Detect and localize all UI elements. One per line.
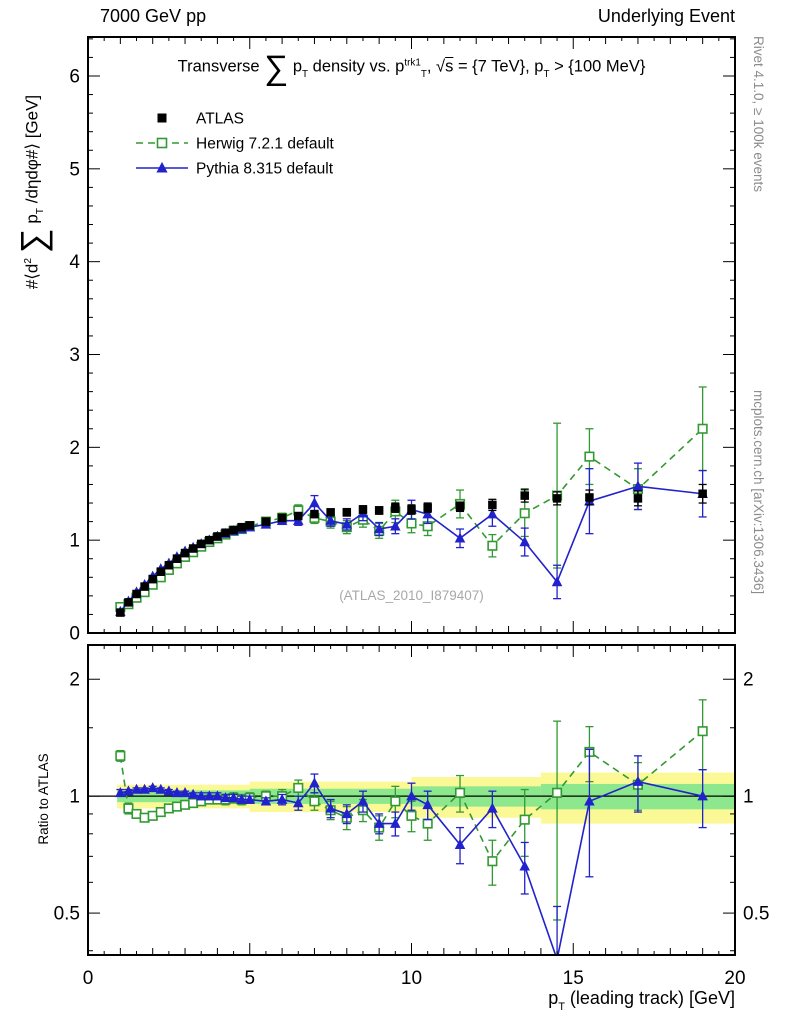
svg-text:0.5: 0.5 bbox=[54, 904, 80, 925]
main-series-atlas bbox=[116, 483, 707, 617]
svg-text:0: 0 bbox=[83, 968, 94, 989]
svg-text:1: 1 bbox=[743, 787, 754, 808]
svg-text:1: 1 bbox=[69, 531, 80, 552]
plot-title: Transverse ∑ pT density vs. ptrk1T, √s =… bbox=[177, 49, 646, 87]
svg-text:5: 5 bbox=[244, 968, 255, 989]
svg-text:ATLAS: ATLAS bbox=[196, 111, 244, 128]
svg-text:20: 20 bbox=[724, 968, 745, 989]
svg-text:Pythia 8.315 default: Pythia 8.315 default bbox=[196, 161, 334, 178]
mcplots-attribution-note: mcplots.cern.ch [arXiv:1306.3436] bbox=[751, 390, 766, 595]
legend-entry-herwig-7-2-1-default: Herwig 7.2.1 default bbox=[136, 136, 335, 153]
svg-text:3: 3 bbox=[69, 345, 80, 366]
svg-text:15: 15 bbox=[563, 968, 584, 989]
svg-text:1: 1 bbox=[69, 787, 80, 808]
rivet-version-note: Rivet 4.1.0, ≥ 100k events bbox=[751, 36, 766, 192]
svg-text:2: 2 bbox=[69, 670, 80, 691]
svg-text:5: 5 bbox=[69, 159, 80, 180]
legend: ATLAS Herwig 7.2.1 default Pythia 8.315 de… bbox=[136, 111, 335, 178]
svg-text:0.5: 0.5 bbox=[743, 904, 769, 925]
svg-text:2: 2 bbox=[69, 438, 80, 459]
svg-text:0: 0 bbox=[69, 624, 80, 645]
svg-text:6: 6 bbox=[69, 66, 80, 87]
main-panel-frame bbox=[87, 36, 736, 634]
svg-text:10: 10 bbox=[401, 968, 422, 989]
ratio-series-herwig-7-2-1-default bbox=[115, 699, 708, 921]
ratio-series-pythia-8-315-default bbox=[115, 748, 708, 955]
axes: 0 5 10 15 20 0 1 2 3 4 5 6 0.5 0.5 1 1 2 2 bbox=[54, 37, 769, 989]
y-axis-label-ratio: Ratio to ATLAS bbox=[36, 753, 51, 845]
legend-entry-pythia-8-315-default: Pythia 8.315 default bbox=[136, 161, 334, 178]
main-series-herwig-7-2-1-default bbox=[115, 386, 708, 613]
ratio-panel-frame bbox=[87, 644, 736, 956]
svg-text:4: 4 bbox=[69, 252, 80, 273]
x-axis-label: pT (leading track) [GeV] bbox=[548, 988, 735, 1013]
svg-text:2: 2 bbox=[743, 670, 754, 691]
svg-text:Herwig 7.2.1 default: Herwig 7.2.1 default bbox=[196, 136, 335, 153]
y-axis-label-main: #⟨d2 ∑ pT /dηdφ#⟩ [GeV] bbox=[14, 94, 53, 290]
beam-energy-label: 7000 GeV pp bbox=[100, 6, 207, 26]
analysis-watermark: (ATLAS_2010_I879407) bbox=[339, 588, 484, 603]
observable-group-label: Underlying Event bbox=[597, 6, 735, 26]
legend-entry-atlas: ATLAS bbox=[157, 111, 244, 128]
